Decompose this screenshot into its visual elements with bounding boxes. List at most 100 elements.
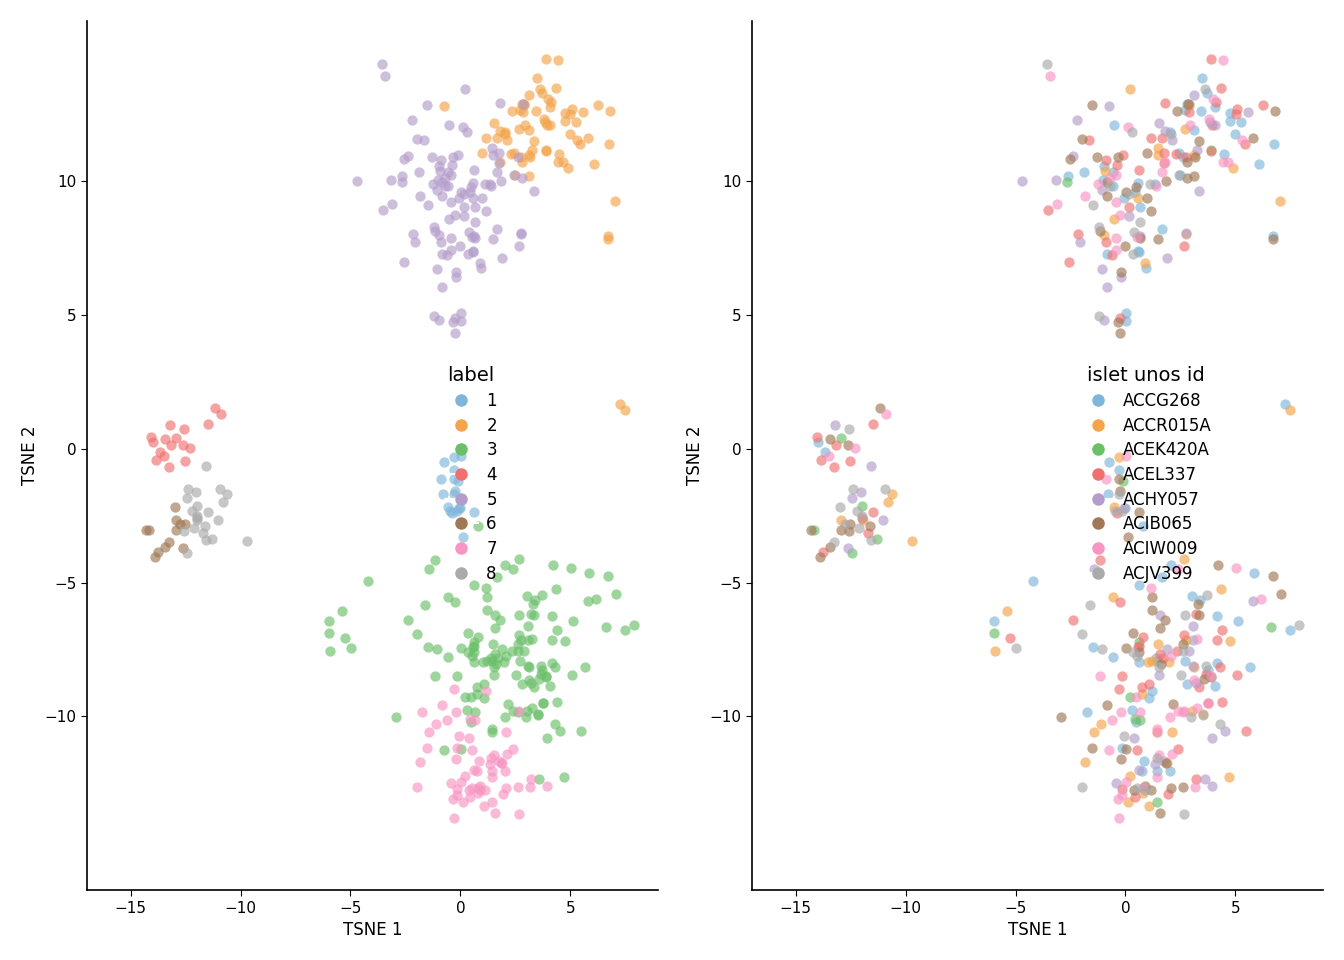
Point [454,82,476,97]
Point [160,418,181,433]
Point [1172,643,1193,659]
Point [460,180,481,195]
Point [183,520,204,536]
Point [437,649,458,664]
Point [520,606,542,621]
Point [520,771,542,786]
Point [458,782,480,798]
Point [402,227,423,242]
Point [567,132,589,148]
Point [1265,104,1286,119]
Point [1215,723,1236,738]
Point [442,462,464,477]
Point [1152,222,1173,237]
Point [818,448,840,464]
Point [839,516,860,532]
Point [450,313,472,328]
Point [1200,143,1222,158]
Point [1243,565,1265,581]
Point [1102,649,1124,664]
Point [598,136,620,152]
Point [1097,486,1118,501]
Point [1176,171,1198,186]
Point [560,560,582,575]
Point [841,490,863,505]
Point [1141,581,1163,596]
Point [391,168,413,183]
Point [468,780,489,795]
Point [1133,517,1154,533]
Point [1093,158,1114,174]
Point [405,234,426,250]
Point [857,525,879,540]
Point [1089,668,1110,684]
Point [554,769,575,784]
Point [1202,778,1223,793]
Point [426,182,448,198]
Point [532,662,554,678]
Point [622,617,644,633]
Point [155,539,176,554]
Point [1154,123,1176,138]
Point [503,145,524,160]
Point [462,190,484,205]
Point [431,279,453,295]
Point [1173,806,1195,822]
Point [536,51,558,66]
Point [417,740,438,756]
Point [1185,606,1207,621]
Point [1183,672,1204,687]
Point [464,199,485,214]
Point [1167,704,1188,719]
Point [508,627,530,642]
Point [144,549,165,564]
Point [1113,500,1134,516]
Point [528,707,550,722]
Point [852,508,874,523]
Point [1117,529,1138,544]
Point [394,151,415,166]
Point [825,418,847,433]
Point [1160,558,1181,573]
Point [524,608,546,623]
Point [1093,173,1114,188]
Point [840,453,862,468]
Point [195,459,216,474]
Point [1109,594,1130,610]
Point [1107,314,1129,329]
Point [458,731,480,746]
Point [464,228,485,244]
Point [517,618,539,634]
Point [527,707,548,722]
Point [1279,622,1301,637]
Point [1063,612,1085,628]
Point [1181,618,1203,634]
Point [1091,641,1113,657]
Point [1220,634,1242,649]
Point [1110,705,1132,720]
Point [211,407,233,422]
Point [1095,234,1117,250]
Point [563,613,585,629]
Point [1160,780,1181,796]
Point [187,508,208,523]
Point [1089,553,1110,568]
Point [1236,105,1258,120]
Point [468,785,489,801]
Point [1094,164,1116,180]
Point [425,716,446,732]
Point [198,417,219,432]
Point [466,680,488,695]
Point [380,173,402,188]
Point [433,454,454,469]
Point [573,105,594,120]
Point [441,156,462,172]
Point [535,669,556,684]
Point [806,429,828,444]
Point [444,811,465,827]
Point [1077,705,1098,720]
Point [1176,96,1198,111]
Point [1146,794,1168,809]
Point [464,762,485,778]
Point [1149,116,1171,132]
